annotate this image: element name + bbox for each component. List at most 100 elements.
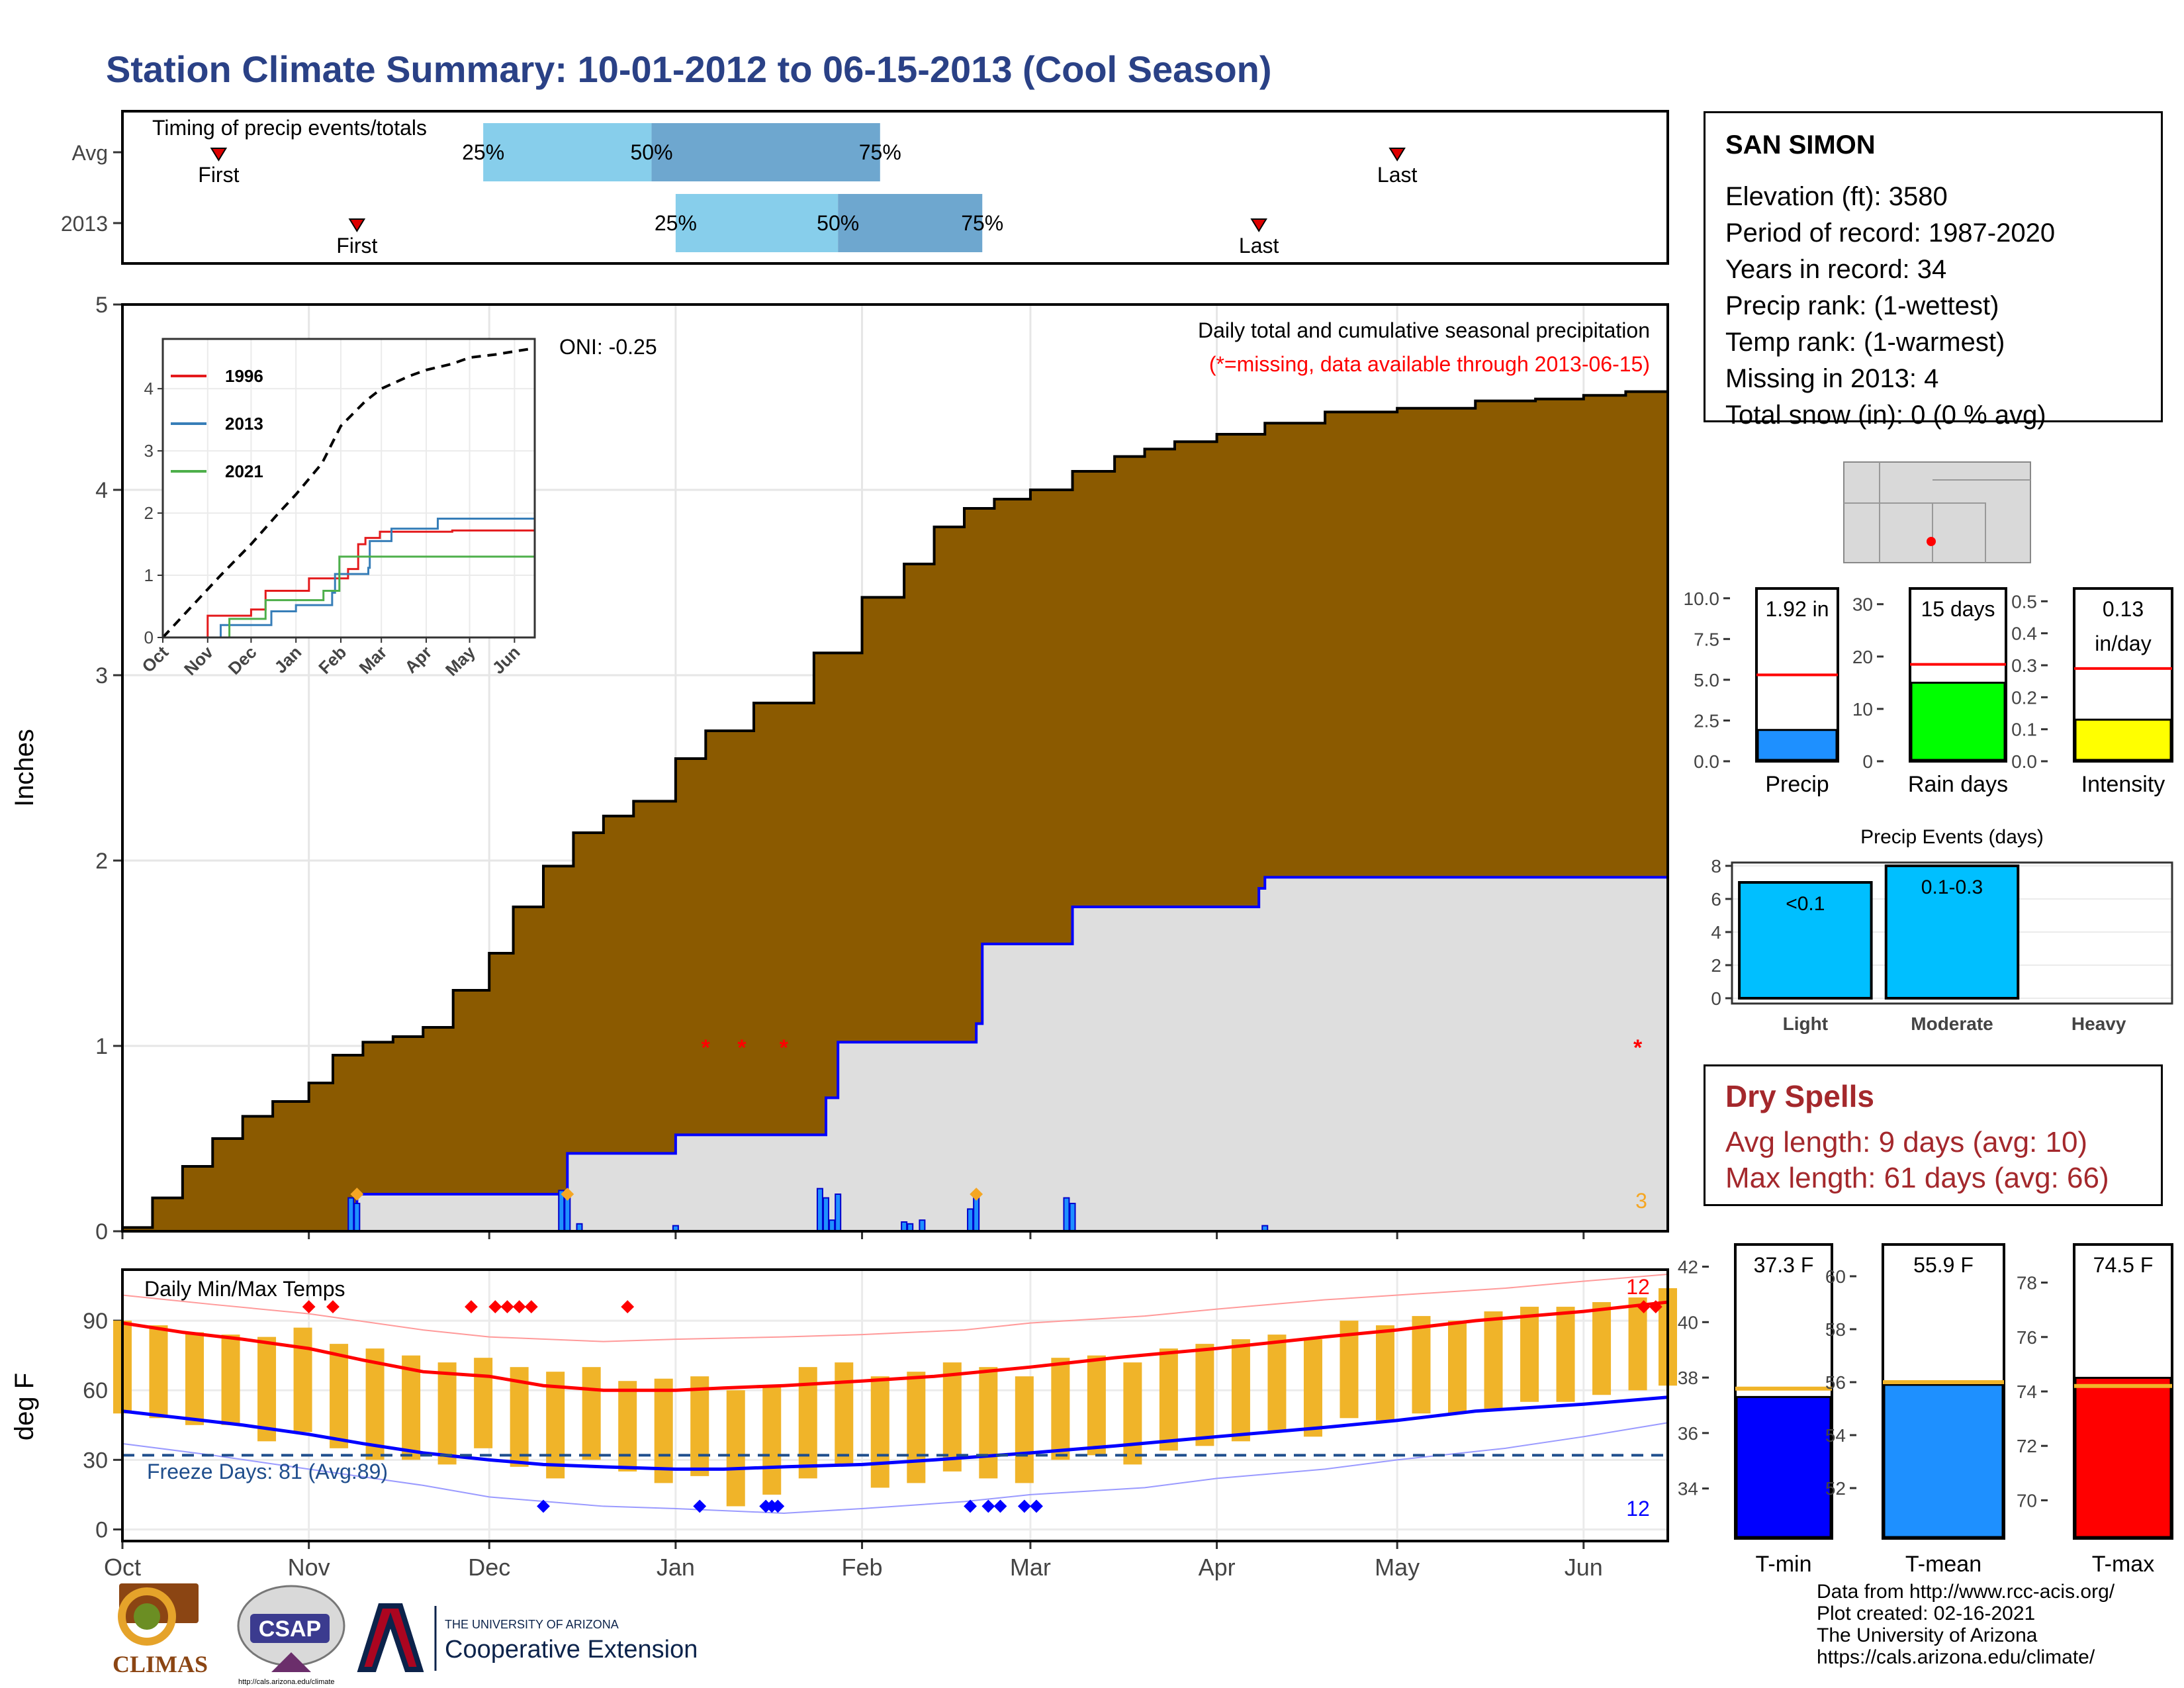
intensity-y-tick-label: 0.1 [2011, 720, 2037, 740]
inset-y-tick-label: 4 [144, 379, 154, 399]
temp-y-tick-label: 30 [83, 1448, 108, 1473]
t_min-y-tick-label: 38 [1678, 1368, 1698, 1388]
quartile-label-50: 50% [817, 211, 859, 235]
daily-temp-range-bar [330, 1344, 349, 1448]
daily-temp-range-bar [546, 1372, 565, 1479]
quartile-label-75: 75% [961, 211, 1003, 235]
quartile-bar-high [651, 123, 880, 181]
daily-temp-range-bar [1303, 1339, 1322, 1437]
precip-events-title: Precip Events (days) [1860, 826, 2044, 848]
precip-y-tick-label: 5 [95, 293, 108, 318]
station-name: SAN SIMON [1725, 130, 1876, 160]
first-event-marker [210, 148, 228, 162]
timing-panel-border [121, 110, 1669, 265]
t_max-y-tick-label: 72 [2017, 1436, 2037, 1456]
t_mean-axis-label: T-mean [1905, 1552, 1981, 1577]
rain_days-axis-label: Rain days [1908, 772, 2008, 797]
intensity-axis-label: Intensity [2081, 772, 2165, 797]
first-event-label: First [336, 234, 377, 258]
precip-events-border [1731, 861, 2173, 1005]
daily-precip-bar [558, 1190, 565, 1233]
precip-events-value-label: <0.1 [1786, 893, 1825, 915]
t_min-y-tick-label: 36 [1678, 1423, 1698, 1444]
daily-temp-range-bar [835, 1362, 854, 1465]
rain_days-y-tick-label: 20 [1852, 647, 1873, 667]
page-title: Station Climate Summary: 10-01-2012 to 0… [106, 48, 1272, 90]
daily-temp-range-bar [654, 1378, 673, 1483]
temp-x-tick-label: Jan [657, 1554, 695, 1581]
t_max-y-tick-label: 76 [2017, 1327, 2037, 1348]
daily-temp-range-bar [1159, 1348, 1178, 1451]
record-high-marker [326, 1300, 340, 1313]
precip-events-y-tick-label: 2 [1711, 955, 1721, 976]
temp-x-tick-label: Jun [1565, 1554, 1603, 1581]
daily-temp-range-bar [1123, 1362, 1142, 1465]
record-low-count: 12 [1626, 1497, 1650, 1521]
station-years: Years in record: 34 [1725, 255, 1947, 284]
missing-day-marker: * [1633, 1035, 1643, 1060]
temp-x-tick-label: Nov [288, 1554, 330, 1581]
intensity-y-tick-label: 0.4 [2011, 624, 2037, 644]
inset-legend-label: 2021 [225, 461, 263, 481]
precip-y-axis-label: Inches [10, 729, 39, 807]
intensity-y-tick-label: 0.3 [2011, 655, 2037, 676]
temp-panel-bg [122, 1270, 1668, 1541]
station-temp-rank: Temp rank: (1-warmest) [1725, 328, 2005, 357]
daily-temp-range-bar [1267, 1335, 1287, 1432]
rain_days-value-bar [1910, 681, 2006, 761]
daily-temp-range-bar [1412, 1316, 1431, 1414]
season-2013-cumulative-area [122, 877, 1668, 1231]
precip-y-tick-label: 0 [95, 1219, 108, 1244]
last-event-marker [1388, 148, 1406, 162]
record-tmax-line [122, 1274, 1668, 1342]
temp-panel-border [121, 1268, 1669, 1542]
daily-temp-range-bar [726, 1390, 745, 1507]
daily-temp-range-bar [437, 1362, 457, 1465]
inset-plot-bg [163, 339, 535, 637]
ua-top-text: THE UNIVERSITY OF ARIZONA [445, 1618, 619, 1631]
record-low-marker [1017, 1499, 1031, 1513]
inset-y-tick-label: 3 [144, 441, 154, 461]
daily-temp-range-bar [1592, 1302, 1612, 1395]
quartile-bar-low [483, 123, 652, 181]
daily-precip-bar [1063, 1197, 1070, 1232]
t_mean-y-tick-label: 54 [1825, 1425, 1846, 1446]
daily-temp-range-bar [1340, 1321, 1359, 1419]
daily-precip-bar [1069, 1203, 1076, 1232]
temp-x-tick-label: Mar [1010, 1554, 1051, 1581]
precip-panel-border [121, 303, 1669, 1233]
t_max-y-tick-label: 70 [2017, 1490, 2037, 1511]
credit-data-source: Data from http://www.rcc-acis.org/ [1817, 1581, 2115, 1603]
precip-events-y-tick-label: 4 [1711, 922, 1721, 943]
timing-row-label: 2013 [61, 212, 108, 236]
inset-average-line [161, 347, 535, 639]
record-tmin-line [122, 1422, 1668, 1514]
daily-temp-range-bar [618, 1381, 637, 1472]
t_min-value-bar [1735, 1395, 1832, 1538]
freeze-days-label: Freeze Days: 81 (Avg:89) [147, 1460, 388, 1483]
t_mean-value-label: 55.9 F [1913, 1253, 1974, 1277]
t_min-axis-label: T-min [1756, 1552, 1812, 1577]
daily-temp-range-bar [365, 1348, 385, 1460]
intensity-value-label: 0.13 [2103, 597, 2144, 621]
inset-series-line [163, 522, 536, 639]
t_max-value-label: 74.5 F [2093, 1253, 2154, 1277]
precip-y-tick-label: 3 [95, 663, 108, 688]
daily-temp-range-bar [293, 1327, 312, 1432]
precip-panel-title: Daily total and cumulative seasonal prec… [1198, 318, 1650, 342]
csap-wordmark: CSAP [259, 1617, 321, 1642]
daily-temp-range-bar [1448, 1321, 1467, 1414]
precip_total-y-tick-label: 5.0 [1694, 670, 1719, 690]
temp-x-tick-label: May [1375, 1554, 1420, 1581]
temp-x-tick-label: Feb [842, 1554, 883, 1581]
locator-map [1843, 461, 2031, 563]
daily-temp-range-bar [1520, 1307, 1539, 1402]
ua-bottom-text: Cooperative Extension [445, 1636, 698, 1664]
intensity-y-tick-label: 0.0 [2011, 751, 2037, 772]
record-low-marker [981, 1499, 995, 1513]
station-info-box: SAN SIMON Elevation (ft): 3580 Period of… [1704, 111, 2163, 430]
precip-events-y-tick-label: 6 [1711, 889, 1721, 910]
precip-events-category-label: Light [1783, 1013, 1828, 1034]
record-low-marker [964, 1499, 977, 1513]
